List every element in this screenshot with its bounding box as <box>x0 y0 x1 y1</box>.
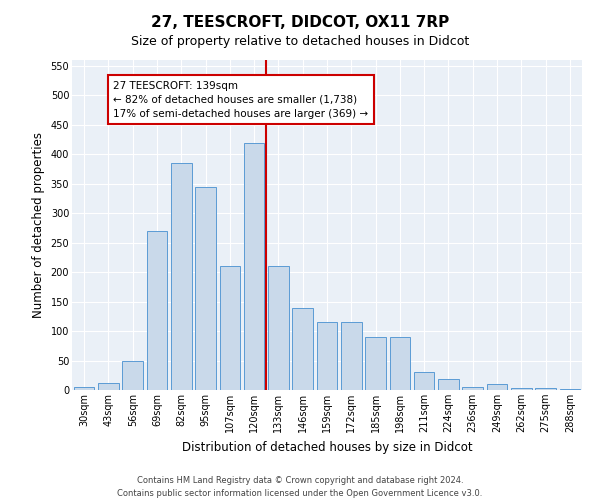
Bar <box>560 389 580 390</box>
Bar <box>463 387 483 390</box>
Text: 27, TEESCROFT, DIDCOT, OX11 7RP: 27, TEESCROFT, DIDCOT, OX11 7RP <box>151 15 449 30</box>
Bar <box>171 163 191 390</box>
Bar <box>98 383 119 390</box>
Bar <box>268 266 289 390</box>
Y-axis label: Number of detached properties: Number of detached properties <box>32 132 45 318</box>
X-axis label: Distribution of detached houses by size in Didcot: Distribution of detached houses by size … <box>182 440 472 454</box>
Text: Size of property relative to detached houses in Didcot: Size of property relative to detached ho… <box>131 35 469 48</box>
Bar <box>317 322 337 390</box>
Bar <box>220 266 240 390</box>
Bar <box>195 186 216 390</box>
Bar <box>244 142 265 390</box>
Bar <box>487 384 508 390</box>
Bar <box>414 372 434 390</box>
Bar <box>341 322 362 390</box>
Bar <box>122 360 143 390</box>
Bar <box>146 231 167 390</box>
Bar <box>389 337 410 390</box>
Bar <box>365 337 386 390</box>
Bar <box>292 308 313 390</box>
Bar <box>438 380 459 390</box>
Bar <box>74 387 94 390</box>
Bar <box>511 388 532 390</box>
Text: 27 TEESCROFT: 139sqm
← 82% of detached houses are smaller (1,738)
17% of semi-de: 27 TEESCROFT: 139sqm ← 82% of detached h… <box>113 80 368 118</box>
Bar <box>535 388 556 390</box>
Text: Contains HM Land Registry data © Crown copyright and database right 2024.
Contai: Contains HM Land Registry data © Crown c… <box>118 476 482 498</box>
